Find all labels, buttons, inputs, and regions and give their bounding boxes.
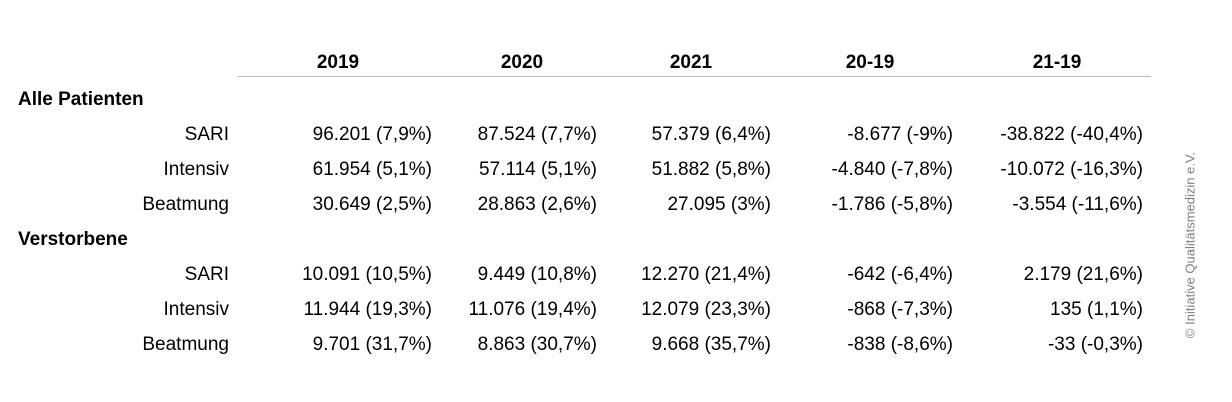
cell: 9.701 (31,7%) <box>312 334 432 355</box>
cell: 10.091 (10,5%) <box>302 263 432 285</box>
cell: 9.668 (35,7%) <box>651 334 771 355</box>
header-rule <box>238 76 1151 77</box>
cell: -8.677 (-9%) <box>847 123 953 145</box>
cell: 8.863 (30,7%) <box>477 334 597 355</box>
cell: 28.863 (2,6%) <box>477 193 597 215</box>
cell: 135 (1,1%) <box>1050 298 1143 320</box>
cell: -4.840 (-7,8%) <box>831 158 953 180</box>
cell: 61.954 (5,1%) <box>312 158 432 180</box>
row-label: Intensiv <box>163 298 229 320</box>
cell: -3.554 (-11,6%) <box>1012 193 1143 215</box>
cell: 57.114 (5,1%) <box>479 158 597 180</box>
cell: 9.449 (10,8%) <box>477 263 597 285</box>
row-label: Beatmung <box>142 193 229 215</box>
group-title: Alle Patienten <box>18 89 144 110</box>
column-header: 20-19 <box>845 52 895 73</box>
row-label: SARI <box>184 123 229 145</box>
cell: 12.270 (21,4%) <box>641 263 771 285</box>
cell: 96.201 (7,9%) <box>312 123 432 145</box>
row-label: Beatmung <box>142 334 229 355</box>
cell: 30.649 (2,5%) <box>312 193 432 215</box>
cell: 12.079 (23,3%) <box>641 298 771 320</box>
column-header: 2019 <box>316 52 360 73</box>
cell: -642 (-6,4%) <box>847 263 953 285</box>
cell: -1.786 (-5,8%) <box>831 193 953 215</box>
column-header: 2020 <box>500 52 544 73</box>
cell: 51.882 (5,8%) <box>651 158 771 180</box>
row-label: Intensiv <box>163 158 229 180</box>
column-header: 21-19 <box>1032 52 1082 73</box>
cell: -868 (-7,3%) <box>847 298 953 320</box>
row-label: SARI <box>184 263 229 285</box>
cell: 57.379 (6,4%) <box>651 123 771 145</box>
cell: -10.072 (-16,3%) <box>1000 158 1143 180</box>
cell: -38.822 (-40,4%) <box>1000 123 1143 145</box>
copyright: © Initiative Qualitätsmedizin e.V. <box>1182 151 1198 339</box>
cell: 27.095 (3%) <box>667 193 771 215</box>
cell: -33 (-0,3%) <box>1047 334 1143 355</box>
cell: 11.944 (19,3%) <box>303 298 432 320</box>
cell: -838 (-8,6%) <box>847 334 953 355</box>
cell: 2.179 (21,6%) <box>1023 263 1143 285</box>
group-title: Verstorbene <box>18 229 128 251</box>
cell: 87.524 (7,7%) <box>477 123 597 145</box>
column-header: 2021 <box>669 52 713 73</box>
cell: 11.076 (19,4%) <box>468 298 597 320</box>
